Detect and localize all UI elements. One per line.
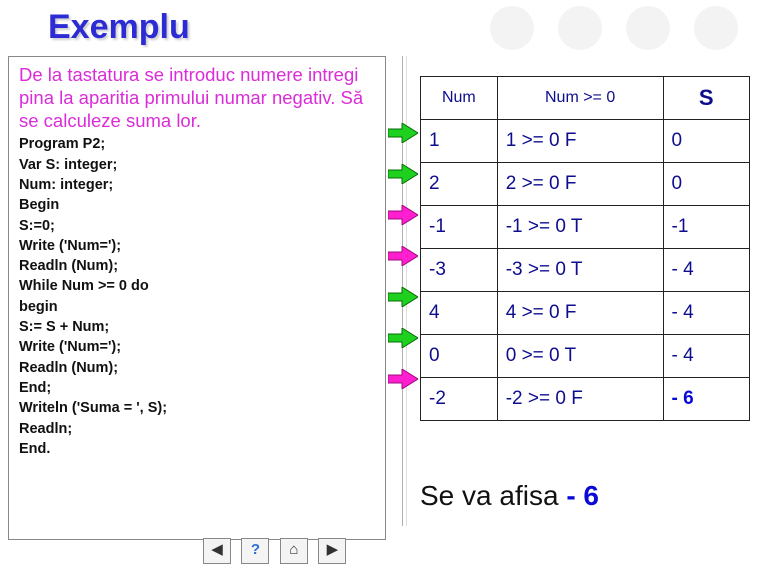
cell-num: 2 [421, 163, 498, 206]
arrow-pink-icon [388, 246, 414, 264]
code-line: Write ('Num='); [19, 236, 375, 256]
code-line: Readln (Num); [19, 256, 375, 276]
cell-s: - 4 [663, 335, 749, 378]
arrow-green-icon [388, 328, 414, 346]
col-cond: Num >= 0 [497, 77, 663, 120]
table-row: 0 0 >= 0 T - 4 [421, 335, 750, 378]
cell-cond: 0 >= 0 T [497, 335, 663, 378]
arrow-pink-icon [388, 369, 414, 387]
cell-s: - 6 [663, 378, 749, 421]
next-button[interactable]: ▶ [318, 538, 346, 564]
nav-buttons: ◀ ? ⌂ ▶ [200, 538, 349, 564]
table-row: -1 -1 >= 0 T -1 [421, 206, 750, 249]
cell-cond: 1 >= 0 F [497, 120, 663, 163]
code-line: begin [19, 297, 375, 317]
cell-cond: -1 >= 0 T [497, 206, 663, 249]
table-row: 4 4 >= 0 F - 4 [421, 292, 750, 335]
table-row: 1 1 >= 0 F 0 [421, 120, 750, 163]
cell-num: 4 [421, 292, 498, 335]
code-line: Readln (Num); [19, 358, 375, 378]
slide-title: Exemplu [48, 8, 190, 47]
code-line: Program P2; [19, 134, 375, 154]
trace-area: Num Num >= 0 S 1 1 >= 0 F 0 2 2 >= 0 F 0… [420, 76, 750, 421]
code-line: Num: integer; [19, 175, 375, 195]
cell-s: 0 [663, 120, 749, 163]
cell-s: 0 [663, 163, 749, 206]
code-line: While Num >= 0 do [19, 276, 375, 296]
cell-num: -3 [421, 249, 498, 292]
cell-num: -2 [421, 378, 498, 421]
result-text: Se va afisa - 6 [420, 480, 599, 512]
cell-cond: -2 >= 0 F [497, 378, 663, 421]
cell-s: -1 [663, 206, 749, 249]
code-line: Readln; [19, 419, 375, 439]
table-row: -2 -2 >= 0 F - 6 [421, 378, 750, 421]
slide: Exemplu De la tastatura se introduc nume… [0, 0, 768, 576]
code-line: Writeln ('Suma = ', S); [19, 398, 375, 418]
code-line: S:= S + Num; [19, 317, 375, 337]
arrow-pink-icon [388, 205, 414, 223]
left-panel: De la tastatura se introduc numere intre… [8, 56, 386, 540]
code-line: End; [19, 378, 375, 398]
cell-s: - 4 [663, 292, 749, 335]
col-num: Num [421, 77, 498, 120]
code-line: End. [19, 439, 375, 459]
prev-button[interactable]: ◀ [203, 538, 231, 564]
cell-cond: -3 >= 0 T [497, 249, 663, 292]
cell-num: 1 [421, 120, 498, 163]
table-header-row: Num Num >= 0 S [421, 77, 750, 120]
trace-table: Num Num >= 0 S 1 1 >= 0 F 0 2 2 >= 0 F 0… [420, 76, 750, 421]
problem-statement: De la tastatura se introduc numere intre… [19, 63, 375, 132]
code-line: S:=0; [19, 216, 375, 236]
home-button[interactable]: ⌂ [280, 538, 308, 564]
cell-cond: 2 >= 0 F [497, 163, 663, 206]
cell-s: - 4 [663, 249, 749, 292]
code-line: Var S: integer; [19, 155, 375, 175]
col-s: S [663, 77, 749, 120]
result-label: Se va afisa [420, 480, 566, 511]
cell-num: 0 [421, 335, 498, 378]
code-line: Write ('Num='); [19, 337, 375, 357]
decorative-circles [466, 6, 738, 55]
cell-num: -1 [421, 206, 498, 249]
result-value: - 6 [566, 480, 599, 511]
code-block: Program P2; Var S: integer; Num: integer… [19, 134, 375, 459]
table-row: -3 -3 >= 0 T - 4 [421, 249, 750, 292]
help-button[interactable]: ? [241, 538, 269, 564]
cell-cond: 4 >= 0 F [497, 292, 663, 335]
arrow-green-icon [388, 123, 414, 141]
arrow-green-icon [388, 287, 414, 305]
code-line: Begin [19, 195, 375, 215]
table-row: 2 2 >= 0 F 0 [421, 163, 750, 206]
arrow-green-icon [388, 164, 414, 182]
